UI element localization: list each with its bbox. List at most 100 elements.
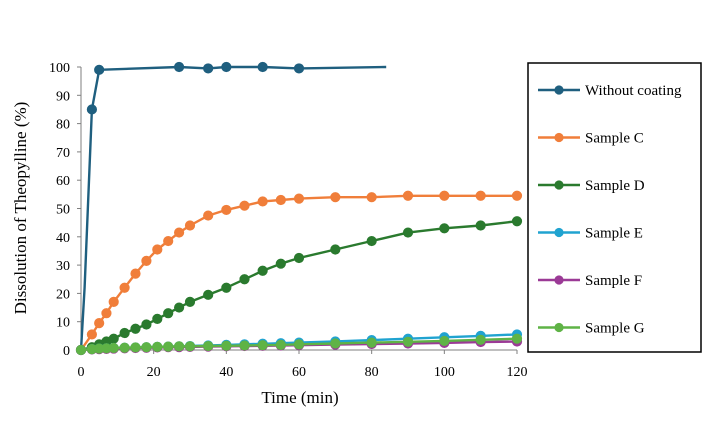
data-point — [239, 200, 250, 211]
series-sample-g — [75, 333, 523, 356]
y-tick-label: 70 — [56, 146, 70, 161]
legend-label: Sample E — [585, 226, 643, 242]
data-point — [163, 308, 174, 319]
plot-area: 0 20 40 60 80 100 120 0 10 20 30 40 50 60 70 80 90 100 — [49, 61, 528, 380]
data-point — [108, 296, 119, 307]
data-point — [511, 190, 523, 201]
y-tick-label: 30 — [56, 259, 70, 274]
legend-item: Without coating — [538, 83, 682, 99]
legend-label: Sample G — [585, 321, 645, 337]
data-point — [119, 282, 130, 293]
legend: Without coating Sample C Sample D Sample E S… — [527, 62, 702, 353]
legend-item: Sample D — [538, 178, 645, 194]
data-point — [221, 204, 232, 216]
data-point — [439, 335, 450, 347]
y-axis-title: Dissolution of Theopylline (%) — [11, 102, 30, 315]
data-point — [275, 339, 286, 351]
data-point — [174, 227, 185, 238]
data-point — [257, 61, 268, 73]
data-point — [366, 337, 377, 348]
data-point — [366, 192, 377, 203]
data-point — [239, 274, 250, 285]
y-tick-label: 90 — [56, 89, 70, 104]
legend-label: Sample F — [585, 273, 642, 289]
data-point — [402, 336, 414, 347]
data-point — [184, 296, 196, 307]
data-point — [152, 313, 163, 324]
x-tick-label: 120 — [507, 365, 528, 380]
x-tick-label: 40 — [219, 365, 233, 380]
data-point — [94, 318, 105, 329]
data-point — [275, 258, 286, 269]
data-point — [330, 192, 341, 203]
legend-box — [527, 62, 702, 353]
data-point — [184, 220, 196, 231]
data-point — [293, 193, 305, 204]
data-point — [174, 302, 185, 313]
data-point — [203, 340, 214, 352]
y-tick-label: 20 — [56, 287, 70, 302]
series-sample-c — [75, 190, 523, 356]
data-point — [86, 104, 98, 115]
data-point — [293, 339, 305, 350]
data-point — [174, 341, 185, 352]
data-point — [152, 244, 163, 255]
data-point — [203, 210, 214, 221]
data-point — [257, 196, 268, 207]
data-point — [130, 268, 141, 279]
x-tick-label: 80 — [365, 365, 379, 380]
data-point — [402, 190, 414, 201]
y-tick-label: 0 — [63, 344, 70, 359]
legend-item: Sample E — [538, 226, 643, 242]
data-point — [475, 190, 486, 201]
legend-swatch-marker — [554, 85, 564, 95]
data-point — [141, 255, 152, 266]
legend-swatch-marker — [554, 227, 564, 238]
series-sample-d — [75, 216, 523, 356]
legend-label: Without coating — [585, 83, 682, 99]
legend-item: Sample C — [538, 131, 644, 147]
data-point — [475, 334, 486, 345]
legend-label: Sample D — [585, 178, 645, 194]
x-tick-label: 60 — [292, 365, 306, 380]
x-tick-label: 20 — [147, 365, 161, 380]
data-point — [119, 342, 130, 353]
data-point — [439, 190, 450, 201]
data-point — [203, 289, 214, 300]
data-point — [366, 235, 377, 247]
y-tick-label: 50 — [56, 203, 70, 218]
data-point — [221, 61, 232, 73]
data-point — [94, 64, 105, 75]
legend-swatch-marker — [554, 132, 564, 143]
legend-item: Sample G — [538, 321, 645, 337]
data-point — [330, 338, 341, 349]
data-point — [130, 323, 141, 334]
data-point — [86, 329, 98, 340]
legend-swatch-marker — [554, 275, 564, 285]
data-point — [203, 63, 214, 74]
data-point — [108, 333, 119, 344]
data-point — [108, 342, 119, 354]
x-tick-label: 0 — [78, 365, 85, 380]
data-point — [152, 341, 163, 352]
data-point — [257, 265, 268, 276]
y-tick-label: 100 — [49, 61, 70, 76]
data-point — [101, 308, 112, 319]
data-point — [293, 63, 305, 74]
data-point — [119, 327, 130, 339]
data-point — [239, 340, 250, 351]
y-tick-label: 80 — [56, 118, 70, 133]
y-tick-label: 40 — [56, 231, 70, 246]
x-axis-title: Time (min) — [261, 388, 338, 407]
data-point — [221, 340, 232, 351]
data-point — [130, 342, 141, 353]
y-tick-label: 60 — [56, 174, 70, 189]
data-point — [275, 194, 286, 206]
x-tick-label: 100 — [434, 365, 455, 380]
legend-swatch-marker — [554, 180, 564, 190]
data-point — [163, 235, 174, 247]
data-point — [475, 220, 486, 231]
series-line — [79, 65, 387, 351]
